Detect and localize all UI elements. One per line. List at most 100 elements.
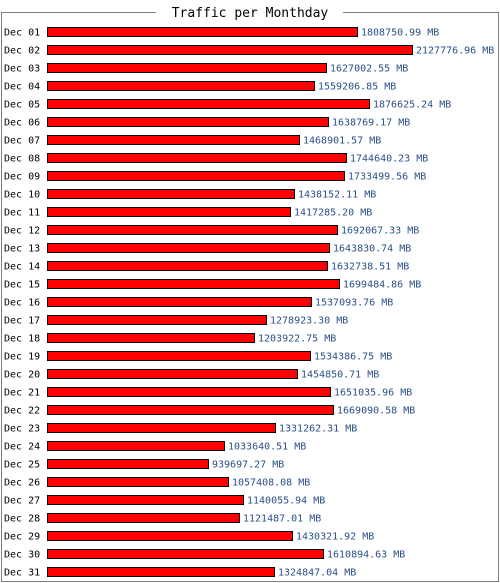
value-label: 1033640.51 MB: [228, 442, 306, 453]
bar: [47, 171, 345, 181]
bar: [47, 477, 229, 487]
bar-row: Dec 04 1559206.85 MB: [4, 81, 396, 93]
bar-row: Dec 31 1324847.04 MB: [4, 567, 356, 579]
value-label: 1121487.01 MB: [243, 514, 321, 525]
bar-row: Dec 10 1438152.11 MB: [4, 189, 376, 201]
bar-row: Dec 30 1610894.63 MB: [4, 549, 405, 561]
value-label: 1278923.30 MB: [270, 316, 348, 327]
value-label: 1324847.04 MB: [278, 568, 356, 579]
bar-row: Dec 26 1057408.08 MB: [4, 477, 310, 489]
day-label: Dec 27: [4, 496, 40, 507]
bar: [47, 207, 291, 217]
value-label: 1430321.92 MB: [296, 532, 374, 543]
bar-row: Dec 09 1733499.56 MB: [4, 171, 426, 183]
bar: [47, 459, 209, 469]
bar-row: Dec 29 1430321.92 MB: [4, 531, 374, 543]
bar-row: Dec 25 939697.27 MB: [4, 459, 284, 471]
day-label: Dec 09: [4, 172, 40, 183]
day-label: Dec 04: [4, 82, 40, 93]
bar-row: Dec 20 1454850.71 MB: [4, 369, 379, 381]
bar-row: Dec 08 1744640.23 MB: [4, 153, 428, 165]
day-label: Dec 21: [4, 388, 40, 399]
day-label: Dec 05: [4, 100, 40, 111]
value-label: 1632738.51 MB: [331, 262, 409, 273]
bar-row: Dec 19 1534386.75 MB: [4, 351, 392, 363]
bar: [47, 423, 276, 433]
value-label: 1669090.58 MB: [337, 406, 415, 417]
value-label: 1140055.94 MB: [247, 496, 325, 507]
value-label: 939697.27 MB: [212, 460, 284, 471]
bar: [47, 243, 330, 253]
value-label: 1454850.71 MB: [301, 370, 379, 381]
day-label: Dec 16: [4, 298, 40, 309]
day-label: Dec 23: [4, 424, 40, 435]
bar-row: Dec 11 1417285.20 MB: [4, 207, 372, 219]
day-label: Dec 01: [4, 28, 40, 39]
bar: [47, 81, 315, 91]
bar-row: Dec 18 1203922.75 MB: [4, 333, 336, 345]
bar-row: Dec 23 1331262.31 MB: [4, 423, 357, 435]
day-label: Dec 15: [4, 280, 40, 291]
value-label: 1627002.55 MB: [330, 64, 408, 75]
value-label: 1417285.20 MB: [294, 208, 372, 219]
bar: [47, 351, 311, 361]
title-background: [156, 4, 343, 22]
bar-row: Dec 24 1033640.51 MB: [4, 441, 306, 453]
bar: [47, 135, 300, 145]
day-label: Dec 29: [4, 532, 40, 543]
bar: [47, 531, 293, 541]
bar-row: Dec 22 1669090.58 MB: [4, 405, 415, 417]
bar: [47, 153, 347, 163]
bar-row: Dec 16 1537093.76 MB: [4, 297, 393, 309]
value-label: 1559206.85 MB: [318, 82, 396, 93]
bar-row: Dec 05 1876625.24 MB: [4, 99, 451, 111]
bar-row: Dec 06 1638769.17 MB: [4, 117, 410, 129]
day-label: Dec 06: [4, 118, 40, 129]
bar-row: Dec 17 1278923.30 MB: [4, 315, 348, 327]
value-label: 1534386.75 MB: [314, 352, 392, 363]
value-label: 1699484.86 MB: [343, 280, 421, 291]
value-label: 1733499.56 MB: [348, 172, 426, 183]
bar: [47, 333, 255, 343]
value-label: 1057408.08 MB: [232, 478, 310, 489]
bar-row: Dec 28 1121487.01 MB: [4, 513, 321, 525]
value-label: 2127776.96 MB: [416, 46, 494, 57]
day-label: Dec 22: [4, 406, 40, 417]
bar-row: Dec 15 1699484.86 MB: [4, 279, 421, 291]
bar: [47, 405, 334, 415]
bar: [47, 441, 225, 451]
bar: [47, 495, 244, 505]
value-label: 1643830.74 MB: [333, 244, 411, 255]
bar-row: Dec 12 1692067.33 MB: [4, 225, 419, 237]
bar: [47, 99, 370, 109]
value-label: 1876625.24 MB: [373, 100, 451, 111]
day-label: Dec 31: [4, 568, 40, 579]
value-label: 1438152.11 MB: [298, 190, 376, 201]
bar-row: Dec 07 1468901.57 MB: [4, 135, 381, 147]
bar: [47, 387, 331, 397]
bar-row: Dec 02 2127776.96 MB: [4, 45, 494, 57]
chart-title: Traffic per Monthday: [172, 6, 329, 21]
bar: [47, 117, 329, 127]
bar-row: Dec 03 1627002.55 MB: [4, 63, 408, 75]
day-label: Dec 08: [4, 154, 40, 165]
day-label: Dec 10: [4, 190, 40, 201]
bar: [47, 225, 338, 235]
bar: [47, 63, 327, 73]
value-label: 1331262.31 MB: [279, 424, 357, 435]
bar: [47, 279, 340, 289]
bar: [47, 261, 328, 271]
bar-row: Dec 14 1632738.51 MB: [4, 261, 409, 273]
day-label: Dec 30: [4, 550, 40, 561]
value-label: 1651035.96 MB: [334, 388, 412, 399]
bar: [47, 369, 298, 379]
bar-row: Dec 21 1651035.96 MB: [4, 387, 412, 399]
value-label: 1744640.23 MB: [350, 154, 428, 165]
day-label: Dec 02: [4, 46, 40, 57]
day-label: Dec 18: [4, 334, 40, 345]
value-label: 1610894.63 MB: [327, 550, 405, 561]
day-label: Dec 19: [4, 352, 40, 363]
